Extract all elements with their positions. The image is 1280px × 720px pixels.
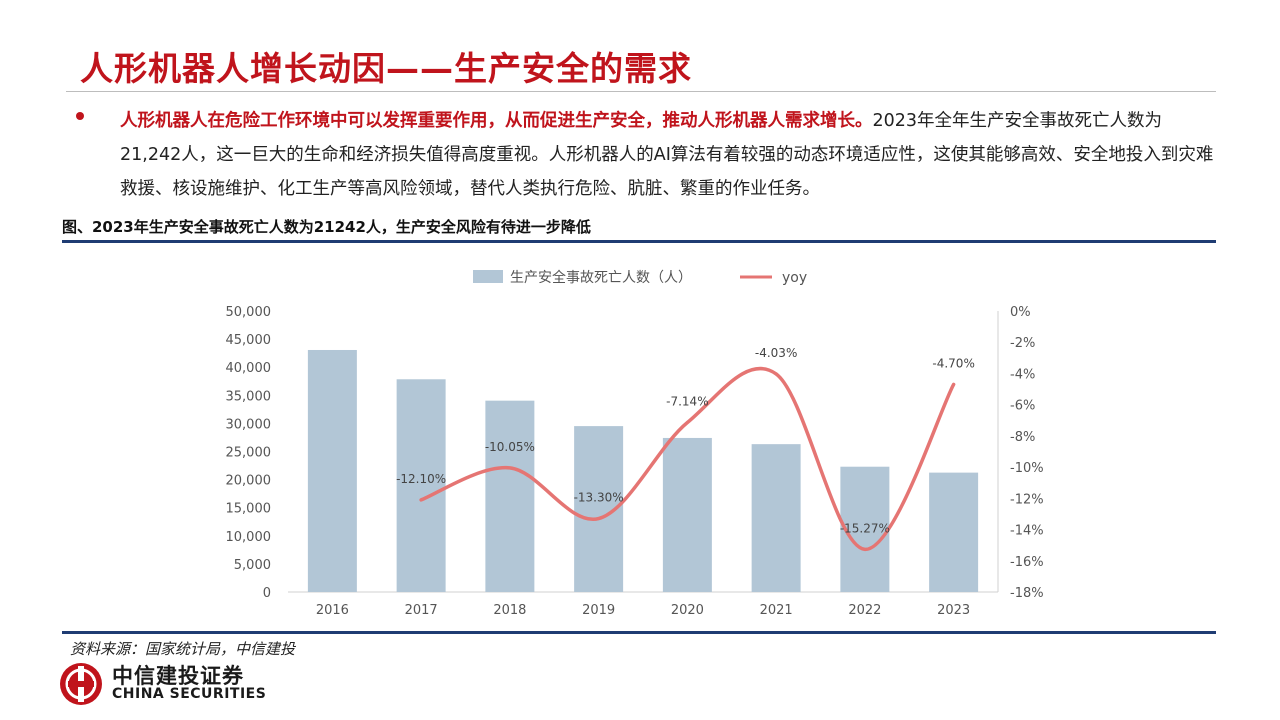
logo-emblem-icon — [60, 663, 102, 705]
yoy-label-2018: -10.05% — [485, 440, 535, 454]
y-right-tick-label: -2% — [1010, 336, 1035, 351]
y-left-tick-label: 15,000 — [226, 502, 272, 517]
yoy-label-2022: -15.27% — [840, 521, 890, 535]
yoy-point-2022 — [863, 547, 867, 551]
y-left-tick-label: 45,000 — [226, 333, 272, 348]
yoy-point-2020 — [685, 420, 689, 424]
yoy-point-2019 — [597, 517, 601, 521]
yoy-label-2023: -4.70% — [932, 356, 974, 370]
chart-axes: 0 5,000 10,000 15,000 20,000 25,000 30,000 35,0… — [226, 305, 1044, 618]
y-left-tick-label: 20,000 — [226, 474, 272, 489]
title-divider — [66, 91, 1216, 92]
y-left-tick-label: 30,000 — [226, 417, 272, 432]
x-tick-label: 2022 — [848, 603, 881, 618]
x-tick-label: 2021 — [760, 603, 793, 618]
y-right-tick-label: -8% — [1010, 430, 1035, 445]
yoy-point-2023 — [952, 382, 956, 386]
y-left-tick-label: 10,000 — [226, 530, 272, 545]
bar-2023 — [929, 472, 979, 592]
x-tick-label: 2020 — [671, 603, 704, 618]
yoy-label-2021: -4.03% — [755, 346, 797, 360]
y-left-tick-label: 50,000 — [226, 305, 272, 320]
yoy-point-2021 — [774, 372, 778, 376]
x-tick-label: 2023 — [937, 603, 970, 618]
yoy-label-2019: -13.30% — [574, 491, 624, 505]
legend-bar-label: 生产安全事故死亡人数（人） — [510, 269, 692, 286]
x-tick-label: 2017 — [405, 603, 438, 618]
y-left-tick-label: 5,000 — [234, 558, 271, 573]
yoy-label-2017: -12.10% — [396, 472, 446, 486]
bar-2020 — [662, 437, 712, 592]
y-right-tick-label: -6% — [1010, 399, 1035, 414]
chart-legend: 生产安全事故死亡人数（人） yoy — [473, 269, 807, 286]
y-left-tick-label: 0 — [263, 586, 271, 601]
chart-bars — [307, 349, 979, 592]
legend-bar-swatch — [473, 270, 503, 283]
source-note: 资料来源：国家统计局，中信建投 — [70, 640, 296, 658]
company-logo: 中信建投证券 CHINA SECURITIES — [56, 660, 276, 708]
y-right-tick-label: -12% — [1010, 492, 1044, 507]
y-left-tick-label: 35,000 — [226, 389, 272, 404]
y-right-tick-label: -4% — [1010, 367, 1035, 382]
x-tick-label: 2016 — [316, 603, 349, 618]
page-title: 人形机器人增长动因——生产安全的需求 — [80, 49, 692, 88]
y-right-tick-label: 0% — [1010, 305, 1031, 320]
y-right-tick-label: -10% — [1010, 461, 1044, 476]
intro-emphasis: 人形机器人在危险工作环境中可以发挥重要作用，从而促进生产安全，推动人形机器人需求… — [120, 111, 873, 131]
bar-2019 — [574, 426, 624, 592]
yoy-label-2020: -7.14% — [666, 394, 708, 408]
x-tick-label: 2019 — [582, 603, 615, 618]
bar-2016 — [307, 349, 357, 592]
chart-data-labels: -12.10% -10.05% -13.30% -7.14% -4.03% -15.27%… — [396, 346, 975, 535]
y-right-tick-label: -18% — [1010, 586, 1044, 601]
chart-line — [419, 366, 956, 552]
bar-2018 — [485, 400, 535, 592]
yoy-point-2017 — [419, 498, 423, 502]
y-left-tick-label: 25,000 — [226, 446, 272, 461]
intro-text: 2023年全年生产安全事故死亡人数为21,242人，这一巨大的生命和经济损失值得… — [120, 111, 1214, 199]
x-tick-label: 2018 — [493, 603, 526, 618]
bullet-dot — [76, 112, 84, 120]
bar-2022 — [840, 466, 890, 592]
y-right-tick-label: -16% — [1010, 555, 1044, 570]
y-right-tick-label: -14% — [1010, 524, 1044, 539]
y-left-tick-label: 40,000 — [226, 361, 272, 376]
caption-rule — [62, 240, 1216, 243]
yoy-line — [419, 366, 956, 552]
figure-caption: 图、2023年生产安全事故死亡人数为21242人，生产安全风险有待进一步降低 — [62, 218, 591, 236]
logo-english-name: CHINA SECURITIES — [112, 686, 267, 702]
legend-line-label: yoy — [782, 270, 807, 286]
logo-chinese-name: 中信建投证券 — [112, 664, 244, 688]
yoy-point-2018 — [508, 466, 512, 470]
intro-paragraph: 人形机器人在危险工作环境中可以发挥重要作用，从而促进生产安全，推动人形机器人需求… — [120, 104, 1220, 206]
footer-rule — [62, 631, 1216, 634]
bar-2017 — [396, 379, 446, 592]
bar-2021 — [751, 444, 801, 592]
